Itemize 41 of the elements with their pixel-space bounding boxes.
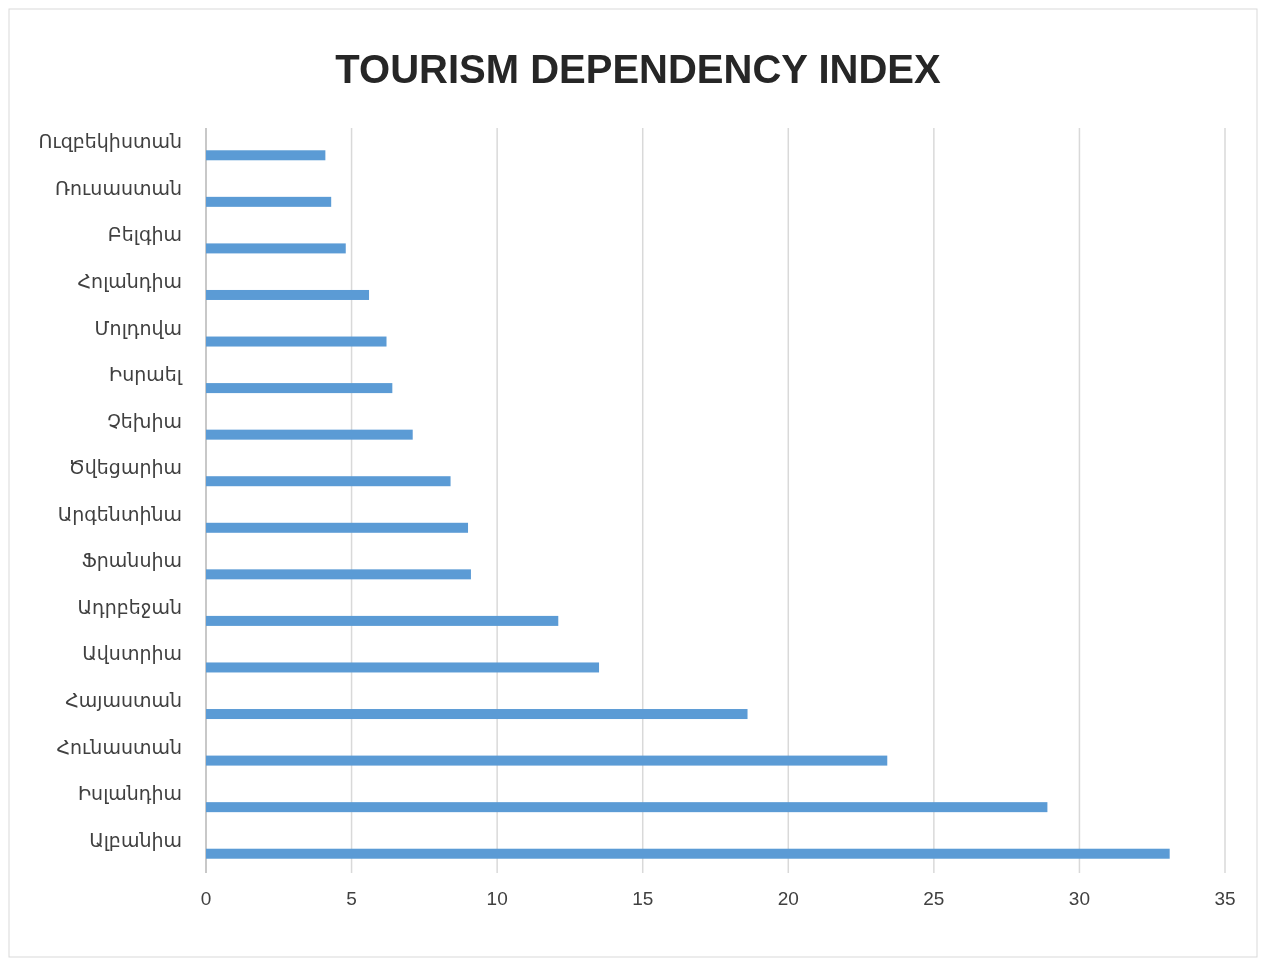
- y-tick-label: Ռուսաստան: [55, 177, 182, 199]
- y-tick-label: Ծվեցարիա: [68, 457, 182, 479]
- bar: [206, 522, 469, 533]
- bar: [206, 383, 393, 394]
- y-tick-label: Ուզբեկիստան: [38, 131, 182, 153]
- y-tick-label: Ադրբեջան: [77, 596, 182, 618]
- bar: [206, 662, 600, 673]
- y-tick-label: Հայաստան: [65, 690, 182, 712]
- x-tick-label: 20: [777, 888, 799, 909]
- y-tick-label: Արգենտինա: [57, 503, 182, 525]
- y-tick-label: Չեխիա: [107, 410, 182, 432]
- y-tick-label: Ալբանիա: [89, 829, 182, 851]
- bar: [206, 336, 387, 347]
- x-tick-label: 30: [1068, 888, 1090, 909]
- chart-title: TOURISM DEPENDENCY INDEX: [335, 47, 941, 91]
- bar: [206, 569, 471, 580]
- y-tick-label: Իսրաել: [109, 364, 183, 386]
- y-tick-label: Մոլդովա: [94, 317, 182, 339]
- y-tick-label: Հոլանդիա: [77, 270, 182, 292]
- bar: [206, 196, 332, 207]
- bar: [206, 243, 346, 254]
- bar: [206, 615, 559, 626]
- bar: [206, 848, 1170, 859]
- y-tick-label: Իսլանդիա: [77, 783, 182, 805]
- bar: [206, 755, 888, 766]
- x-tick-label: 25: [923, 888, 945, 909]
- bar: [206, 709, 748, 720]
- y-tick-label: Բելգիա: [107, 224, 182, 246]
- x-tick-label: 35: [1214, 888, 1236, 909]
- y-tick-label: Ֆրանսիա: [81, 550, 182, 572]
- x-tick-label: 5: [346, 888, 357, 909]
- x-tick-label: 0: [200, 888, 212, 909]
- bar: [206, 476, 451, 487]
- x-tick-label: 10: [486, 888, 508, 909]
- bar: [206, 802, 1048, 813]
- x-tick-label: 15: [632, 888, 654, 909]
- bar: [206, 150, 326, 161]
- bar: [206, 289, 370, 300]
- y-tick-label: Հունաստան: [56, 736, 182, 758]
- bar: [206, 429, 413, 440]
- y-tick-label: Ավստրիա: [82, 643, 182, 665]
